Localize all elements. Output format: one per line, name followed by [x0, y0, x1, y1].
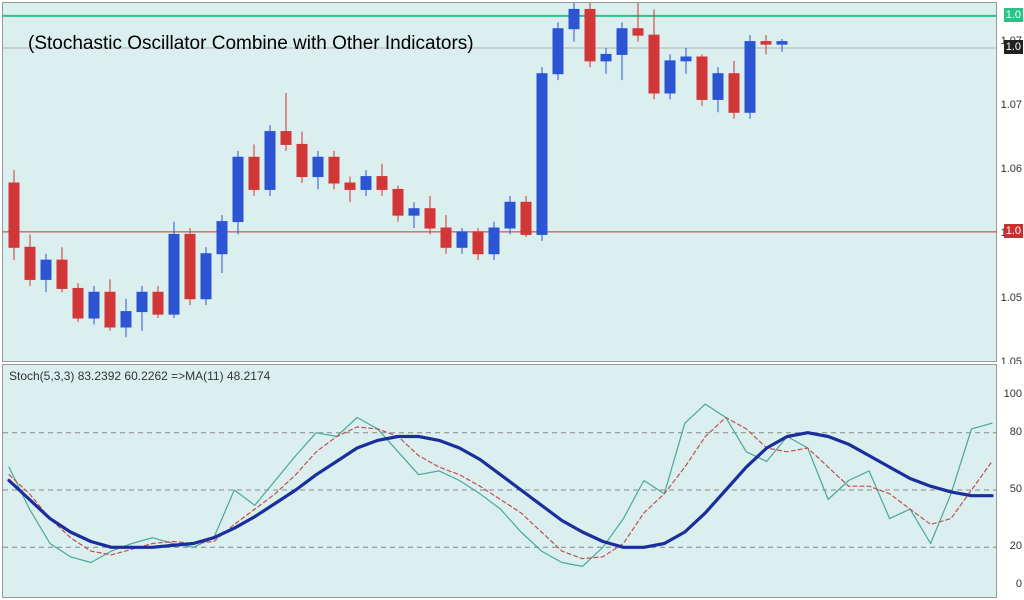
price-ytick: 1.07 [1001, 99, 1022, 111]
price-chart-panel[interactable]: (Stochastic Oscillator Combine with Othe… [2, 2, 997, 362]
chart-title: (Stochastic Oscillator Combine with Othe… [28, 31, 474, 57]
stochastic-panel[interactable]: Stoch(5,3,3) 83.2392 60.2262 =>MA(11) 48… [2, 364, 997, 598]
price-level-label: 1.0 [1004, 224, 1023, 238]
oscillator-y-axis: 0 20 50 80 100 [997, 364, 1024, 598]
price-ytick: 1.05 [1001, 292, 1022, 304]
stochastic-label: Stoch(5,3,3) 83.2392 60.2262 =>MA(11) 48… [9, 369, 270, 383]
price-y-axis: 1.051.051.061.061.071.071.01.01.0 [997, 2, 1024, 362]
osc-ytick: 0 [1016, 578, 1022, 590]
price-ytick: 1.06 [1001, 163, 1022, 175]
osc-ytick: 100 [1004, 388, 1022, 400]
osc-ytick: 80 [1010, 426, 1022, 438]
osc-ytick: 20 [1010, 540, 1022, 552]
stochastic-chart [3, 365, 998, 599]
candlestick-chart [3, 3, 998, 363]
osc-ytick: 50 [1010, 483, 1022, 495]
price-level-label: 1.0 [1004, 8, 1023, 22]
trading-chart: (Stochastic Oscillator Combine with Othe… [0, 0, 1024, 600]
price-level-label: 1.0 [1004, 40, 1023, 54]
